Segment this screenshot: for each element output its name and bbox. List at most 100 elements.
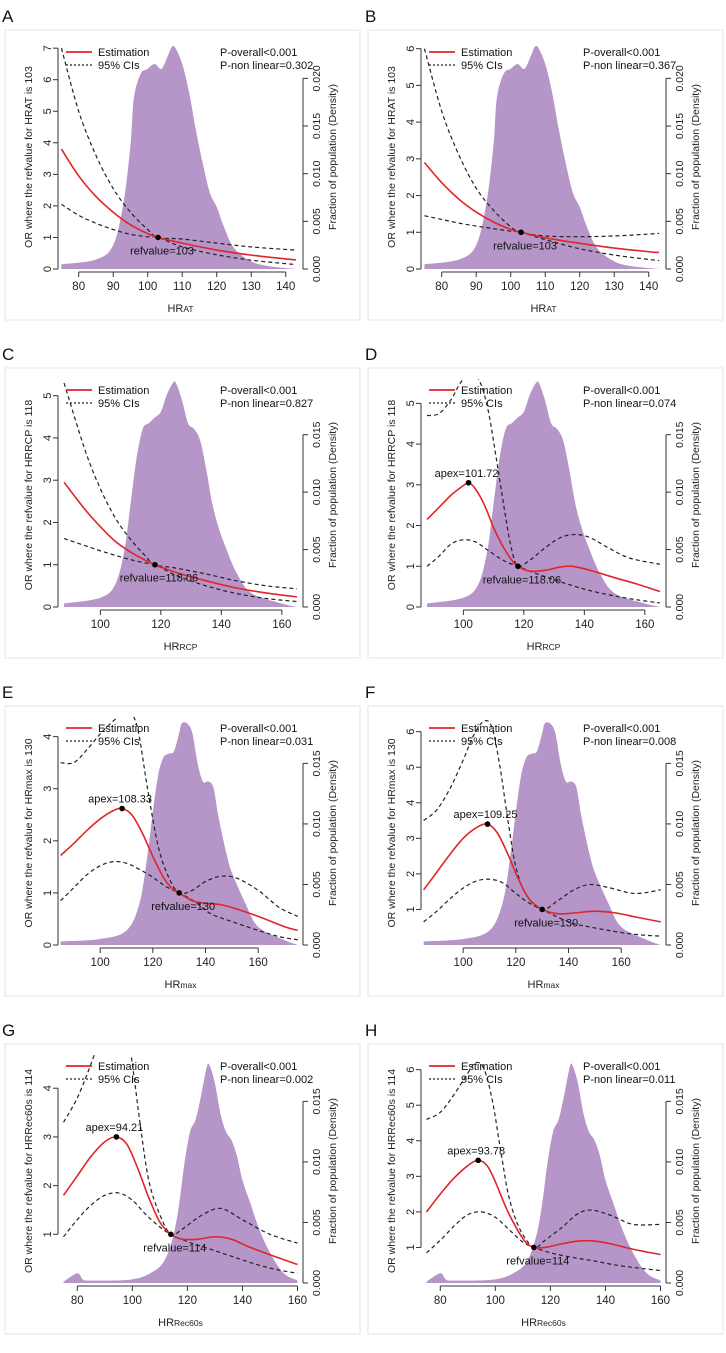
y-tick-label-right: 0.000 — [674, 594, 686, 620]
legend-estimation-label: Estimation — [98, 47, 149, 59]
y-tick-label-right: 0.015 — [674, 750, 686, 776]
y-tick-label-right: 0.000 — [311, 594, 323, 620]
y-tick-label-right: 0.005 — [311, 871, 323, 897]
y-tick-label-left: 0 — [42, 604, 54, 610]
refvalue-point — [168, 1231, 174, 1238]
y-tick-label-left: 1 — [42, 234, 54, 240]
y-tick-label-left: 1 — [405, 229, 417, 235]
y-axis-label-right: Fraction of population (Density) — [327, 84, 339, 230]
x-axis-label: HRAT — [530, 303, 556, 315]
panel-c: C 0 1 2 3 4 5 OR where the refvalue for HRRCP i… — [2, 345, 361, 659]
x-tick-label: 160 — [272, 619, 291, 631]
y-tick-label-right: 0.005 — [674, 871, 686, 897]
p-overall-text: P-overall<0.001 — [220, 47, 297, 59]
ci-upper-line — [426, 379, 661, 568]
y-tick-label-right: 0.005 — [674, 208, 686, 234]
panel-letter: E — [2, 683, 13, 702]
y-tick-label-right: 0.000 — [311, 932, 323, 958]
refvalue-label: refvalue=103 — [493, 240, 557, 252]
panel-letter: C — [2, 345, 14, 364]
legend-estimation-label: Estimation — [98, 1061, 149, 1073]
x-axis-label-base: HR — [165, 979, 181, 991]
y-tick-label-left: 6 — [405, 46, 417, 52]
p-nonlinear-text: P-non linear=0.002 — [220, 1074, 313, 1086]
density-area — [63, 1063, 298, 1283]
y-tick-label-left: 4 — [42, 1085, 54, 1091]
y-tick-label-left: 1 — [42, 1231, 54, 1237]
panel-e: E 0 1 2 3 4 OR where the refvalue for HRmax is… — [2, 683, 361, 997]
p-nonlinear-text: P-non linear=0.367 — [583, 60, 676, 72]
ci-upper-line — [423, 719, 661, 911]
y-tick-label-left: 5 — [405, 400, 417, 406]
x-tick-label: 100 — [91, 619, 110, 631]
y-tick-label-left: 2 — [405, 192, 417, 198]
x-axis-label-base: HR — [528, 979, 544, 991]
refvalue-point — [518, 229, 524, 236]
panel-letter: B — [365, 7, 376, 26]
apex-point — [113, 1134, 120, 1140]
x-tick-label: 80 — [72, 281, 85, 293]
panel-f: F 1 2 3 4 5 6 OR where the refvalue for HRmax i… — [365, 683, 724, 997]
p-nonlinear-text: P-non linear=0.031 — [220, 736, 313, 748]
y-tick-label-right: 0.005 — [674, 536, 686, 562]
y-tick-label-left: 1 — [42, 890, 54, 896]
panel-frame — [367, 705, 724, 997]
refvalue-label: refvalue=130 — [151, 901, 215, 913]
ci-lower-line — [63, 1192, 298, 1274]
y-tick-label-right: 0.010 — [674, 479, 686, 505]
refvalue-label: refvalue=103 — [130, 245, 194, 257]
legend-estimation-label: Estimation — [461, 723, 512, 735]
y-tick-label-right: 0.015 — [311, 750, 323, 776]
refvalue-label: refvalue=118.06 — [483, 574, 561, 586]
x-tick-label: 110 — [173, 281, 191, 293]
y-tick-label-right: 0.005 — [311, 208, 323, 234]
p-overall-text: P-overall<0.001 — [583, 723, 660, 735]
y-tick-label-left: 3 — [405, 156, 417, 162]
panel-d: D 0 1 2 3 4 5 OR where the refvalue for HRRCP i… — [365, 345, 724, 659]
density-area — [64, 381, 297, 607]
ci-lower-line — [63, 537, 298, 603]
y-tick-label-left: 2 — [405, 871, 417, 877]
estimation-line — [423, 161, 660, 254]
panel-letter: G — [2, 1021, 15, 1040]
legend-ci-label: 95% CIs — [98, 398, 140, 410]
x-tick-label: 130 — [605, 281, 624, 293]
x-tick-label: 140 — [233, 1295, 252, 1307]
panel-frame — [4, 1043, 361, 1335]
refvalue-point — [176, 890, 182, 896]
ci-upper-line — [60, 717, 298, 917]
x-tick-label: 120 — [514, 619, 533, 631]
x-axis-label-sub: RCP — [542, 642, 560, 652]
panel-frame — [367, 29, 724, 321]
apex-label: apex=108.33 — [88, 794, 152, 806]
y-tick-label-left: 5 — [405, 1102, 417, 1108]
y-tick-label-left: 1 — [42, 562, 54, 568]
ci-upper-line — [62, 1055, 298, 1244]
y-axis-label-left: OR where the refvalue for HRAT is 103 — [23, 66, 35, 248]
y-tick-label-left: 4 — [405, 1138, 417, 1144]
legend-ci-label: 95% CIs — [98, 736, 140, 748]
y-tick-label-left: 4 — [405, 119, 417, 125]
panel-letter: D — [365, 345, 377, 364]
p-overall-text: P-overall<0.001 — [583, 47, 660, 59]
x-axis-label-base: HR — [158, 1317, 174, 1329]
y-tick-label-right: 0.000 — [311, 1270, 323, 1296]
y-tick-label-left: 0 — [42, 942, 54, 948]
x-tick-label: 140 — [559, 957, 578, 969]
panel-letter: A — [2, 7, 14, 26]
panel-frame — [4, 705, 361, 997]
p-overall-text: P-overall<0.001 — [583, 1061, 660, 1073]
legend-ci-label: 95% CIs — [461, 60, 503, 72]
refvalue-point — [539, 906, 545, 913]
y-tick-label-left: 2 — [42, 203, 54, 209]
ci-lower-line — [60, 860, 298, 941]
ci-lower-line — [61, 203, 297, 266]
refvalue-label: refvalue=130 — [514, 917, 578, 929]
y-axis-label-right: Fraction of population (Density) — [690, 422, 702, 568]
x-tick-label: 80 — [434, 1295, 447, 1307]
y-tick-label-left: 2 — [405, 522, 417, 528]
y-tick-label-left: 3 — [405, 482, 417, 488]
x-tick-label: 80 — [435, 281, 448, 293]
legend-ci-label: 95% CIs — [98, 60, 140, 72]
y-axis-label-left: OR where the refvalue for HRAT is 103 — [386, 66, 398, 248]
